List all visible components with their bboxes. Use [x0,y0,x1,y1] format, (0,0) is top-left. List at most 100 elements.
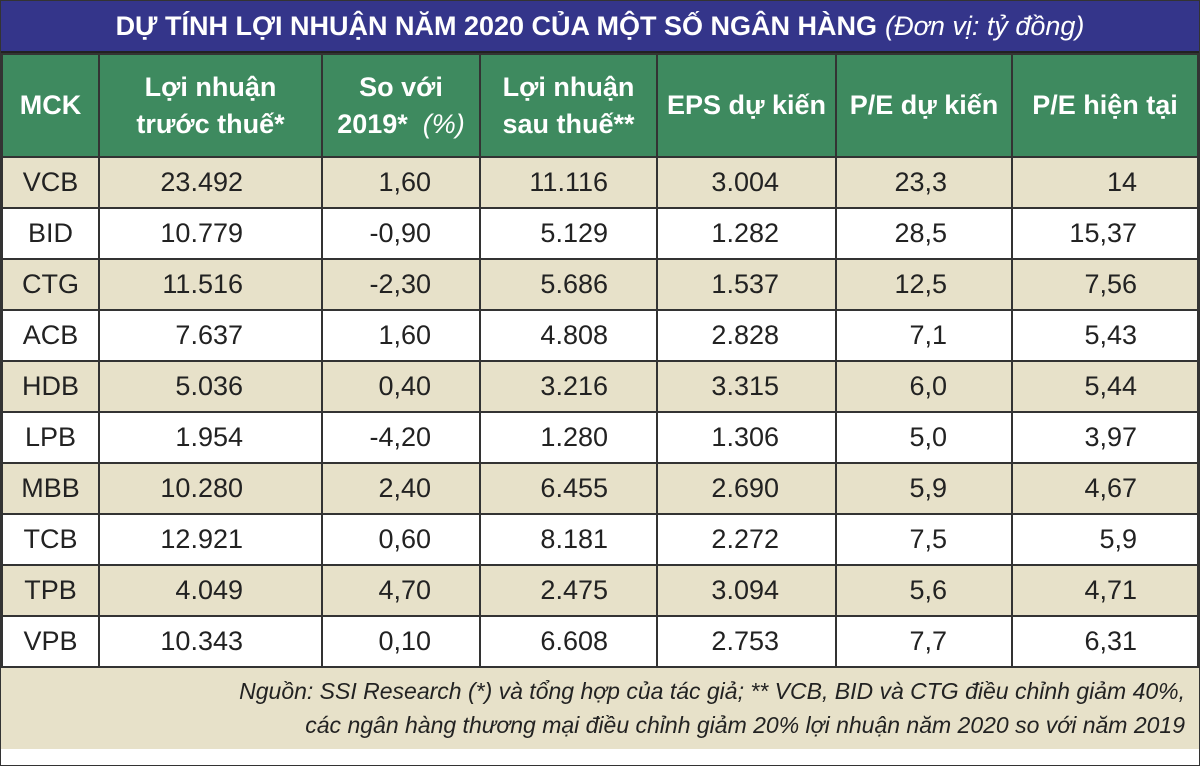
value-cell: 23,3 [835,156,1013,209]
value-cell: 1.280 [479,411,658,464]
value-cell: 5,44 [1011,360,1199,413]
value-cell: 14 [1011,156,1199,209]
table-row: VCB 23.492 1,60 11.116 3.004 23,3 14 [1,156,1199,209]
table-row: MBB 10.280 2,40 6.455 2.690 5,9 4,67 [1,462,1199,515]
ticker-cell: VCB [1,156,100,209]
value-cell: 6.608 [479,615,658,668]
header-line-1: EPS dự kiến [666,90,827,120]
value-cell: 1.954 [98,411,323,464]
column-header: Lợi nhuận sau thuế** [479,53,658,158]
value-cell: 5.129 [479,207,658,260]
column-header: P/E hiện tại [1011,53,1199,158]
column-header: EPS dự kiến [656,53,837,158]
column-header: So với 2019* (%) [321,53,481,158]
value-cell: 6.455 [479,462,658,515]
table-row: VPB 10.343 0,10 6.608 2.753 7,7 6,31 [1,615,1199,668]
header-unit: (%) [422,108,465,139]
value-cell: 7.637 [98,309,323,362]
value-cell: 4,70 [321,564,481,617]
value-cell: 3.004 [656,156,837,209]
value-cell: 15,37 [1011,207,1199,260]
value-cell: 4,71 [1011,564,1199,617]
header-line-1: P/E hiện tại [1032,90,1178,120]
value-cell: 1.306 [656,411,837,464]
value-cell: -4,20 [321,411,481,464]
ticker-cell: MBB [1,462,100,515]
value-cell: 2,40 [321,462,481,515]
value-cell: -0,90 [321,207,481,260]
unit-label: (Đơn vị: tỷ đồng) [885,10,1085,41]
ticker-cell: TCB [1,513,100,566]
value-cell: 4,67 [1011,462,1199,515]
value-cell: 4.049 [98,564,323,617]
value-cell: 5,0 [835,411,1013,464]
value-cell: 10.779 [98,207,323,260]
header-line-1: Lợi nhuận [502,71,635,102]
value-cell: 4.808 [479,309,658,362]
value-cell: -2,30 [321,258,481,311]
value-cell: 5,43 [1011,309,1199,362]
value-cell: 1,60 [321,309,481,362]
header-line-2: 2019* (%) [323,106,479,143]
value-cell: 2.828 [656,309,837,362]
column-header: P/E dự kiến [835,53,1013,158]
value-cell: 3.315 [656,360,837,413]
column-header: Lợi nhuận trước thuế* [98,53,323,158]
value-cell: 0,10 [321,615,481,668]
header-line-2: sau thuế** [481,106,656,143]
value-cell: 0,60 [321,513,481,566]
value-cell: 5,9 [835,462,1013,515]
value-cell: 7,56 [1011,258,1199,311]
value-cell: 5,9 [1011,513,1199,566]
table-row: TPB 4.049 4,70 2.475 3.094 5,6 4,71 [1,564,1199,617]
value-cell: 12,5 [835,258,1013,311]
value-cell: 5.036 [98,360,323,413]
footnote-line-1: Nguồn: SSI Research (*) và tổng hợp của … [239,678,1185,704]
value-cell: 7,1 [835,309,1013,362]
header-row: MCK Lợi nhuận trước thuế* So với 2019* (%) Lợ… [1,53,1199,158]
header-line-1: P/E dự kiến [849,90,999,120]
value-cell: 23.492 [98,156,323,209]
value-cell: 8.181 [479,513,658,566]
value-cell: 6,0 [835,360,1013,413]
header-line-2-text: 2019* [337,108,408,139]
value-cell: 10.280 [98,462,323,515]
table-row: HDB 5.036 0,40 3.216 3.315 6,0 5,44 [1,360,1199,413]
value-cell: 6,31 [1011,615,1199,668]
footnote: Nguồn: SSI Research (*) và tổng hợp của … [1,668,1199,749]
header-line-2: trước thuế* [100,106,321,143]
header-line-2-text: sau thuế** [502,108,635,139]
ticker-cell: HDB [1,360,100,413]
value-cell: 5.686 [479,258,658,311]
ticker-cell: TPB [1,564,100,617]
table-row: CTG 11.516 -2,30 5.686 1.537 12,5 7,56 [1,258,1199,311]
value-cell: 1.537 [656,258,837,311]
value-cell: 2.753 [656,615,837,668]
value-cell: 10.343 [98,615,323,668]
value-cell: 12.921 [98,513,323,566]
value-cell: 5,6 [835,564,1013,617]
ticker-cell: LPB [1,411,100,464]
table-row: LPB 1.954 -4,20 1.280 1.306 5,0 3,97 [1,411,1199,464]
ticker-cell: CTG [1,258,100,311]
table-row: BID 10.779 -0,90 5.129 1.282 28,5 15,37 [1,207,1199,260]
column-header: MCK [1,53,100,158]
table-row: ACB 7.637 1,60 4.808 2.828 7,1 5,43 [1,309,1199,362]
value-cell: 3.216 [479,360,658,413]
header-line-2-text: trước thuế* [136,108,285,139]
value-cell: 28,5 [835,207,1013,260]
data-table: MCK Lợi nhuận trước thuế* So với 2019* (%) Lợ… [1,53,1199,668]
ticker-cell: VPB [1,615,100,668]
value-cell: 7,5 [835,513,1013,566]
title-text: DỰ TÍNH LỢI NHUẬN NĂM 2020 CỦA MỘT SỐ NG… [115,10,878,41]
value-cell: 2.475 [479,564,658,617]
table-title: DỰ TÍNH LỢI NHUẬN NĂM 2020 CỦA MỘT SỐ NG… [1,1,1199,53]
value-cell: 1,60 [321,156,481,209]
header-line-1: So với [359,71,443,102]
value-cell: 11.516 [98,258,323,311]
value-cell: 7,7 [835,615,1013,668]
table-row: TCB 12.921 0,60 8.181 2.272 7,5 5,9 [1,513,1199,566]
value-cell: 2.272 [656,513,837,566]
value-cell: 3.094 [656,564,837,617]
